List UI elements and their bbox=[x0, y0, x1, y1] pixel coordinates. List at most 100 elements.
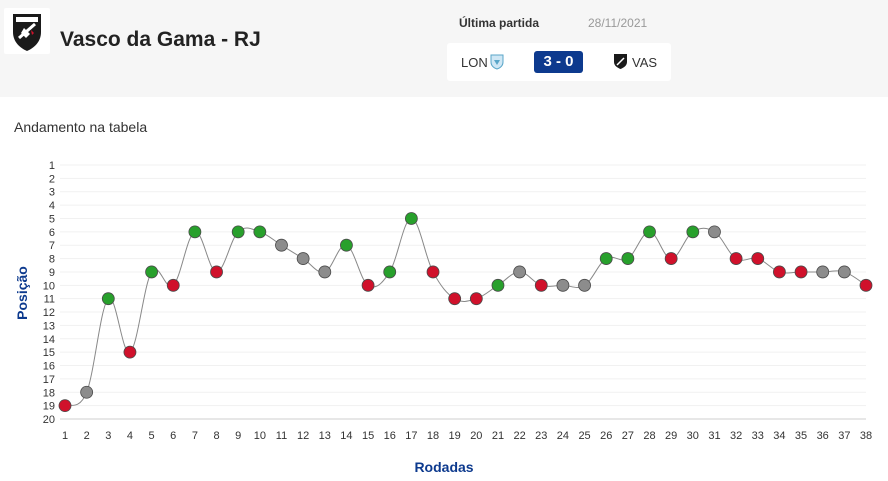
round-point[interactable] bbox=[123, 345, 137, 359]
round-point[interactable] bbox=[296, 252, 310, 265]
round-point[interactable] bbox=[556, 278, 570, 292]
x-tick-label: 18 bbox=[427, 430, 439, 442]
round-point[interactable] bbox=[491, 278, 505, 292]
round-point[interactable] bbox=[253, 225, 267, 239]
round-point[interactable] bbox=[599, 252, 613, 265]
x-tick-label: 38 bbox=[860, 430, 872, 442]
round-point[interactable] bbox=[837, 265, 851, 279]
x-tick-label: 21 bbox=[492, 430, 504, 442]
round-point[interactable] bbox=[58, 399, 72, 413]
y-tick-label: 6 bbox=[49, 227, 55, 239]
x-tick-label: 3 bbox=[105, 430, 111, 442]
last-match-date: 28/11/2021 bbox=[588, 16, 648, 30]
y-tick-label: 13 bbox=[43, 320, 55, 332]
y-tick-label: 1 bbox=[49, 160, 55, 172]
round-point[interactable] bbox=[621, 252, 635, 265]
x-tick-label: 1 bbox=[62, 430, 68, 442]
last-match-card[interactable]: LON 3 - 0 VAS bbox=[447, 43, 671, 81]
round-point[interactable] bbox=[275, 238, 288, 252]
round-point[interactable] bbox=[166, 278, 180, 292]
y-tick-label: 19 bbox=[43, 401, 55, 413]
y-tick-label: 15 bbox=[43, 347, 55, 359]
y-tick-label: 4 bbox=[49, 200, 55, 212]
round-point[interactable] bbox=[773, 265, 786, 279]
y-tick-label: 10 bbox=[43, 280, 55, 292]
round-point[interactable] bbox=[188, 225, 202, 239]
round-point[interactable] bbox=[361, 278, 375, 292]
round-point[interactable] bbox=[231, 225, 245, 239]
y-tick-label: 7 bbox=[49, 240, 55, 252]
y-tick-label: 12 bbox=[43, 307, 55, 319]
round-point[interactable] bbox=[751, 252, 765, 265]
x-tick-label: 19 bbox=[449, 430, 461, 442]
x-tick-label: 15 bbox=[362, 430, 374, 442]
round-point[interactable] bbox=[469, 292, 483, 306]
round-point[interactable] bbox=[340, 238, 353, 252]
round-point[interactable] bbox=[859, 278, 873, 292]
round-point[interactable] bbox=[448, 292, 462, 306]
round-point[interactable] bbox=[534, 278, 548, 292]
round-point[interactable] bbox=[513, 265, 527, 279]
home-team-crest-icon bbox=[490, 54, 504, 70]
round-point[interactable] bbox=[708, 225, 721, 239]
data-points bbox=[58, 212, 873, 413]
x-tick-label: 11 bbox=[276, 430, 287, 442]
x-tick-label: 10 bbox=[254, 430, 266, 442]
x-tick-label: 22 bbox=[513, 430, 525, 442]
round-point[interactable] bbox=[80, 385, 94, 399]
home-team-abbr: LON bbox=[461, 55, 488, 70]
round-point[interactable] bbox=[145, 265, 158, 279]
x-tick-label: 13 bbox=[319, 430, 331, 442]
x-tick-label: 36 bbox=[817, 430, 829, 442]
x-tick-label: 26 bbox=[600, 430, 612, 442]
page-title: Vasco da Gama - RJ bbox=[60, 28, 261, 51]
x-tick-label: 32 bbox=[730, 430, 742, 442]
round-point[interactable] bbox=[404, 212, 418, 225]
x-axis-label: Rodadas bbox=[414, 459, 473, 475]
x-tick-label: 30 bbox=[687, 430, 699, 442]
x-tick-label: 5 bbox=[149, 430, 155, 442]
x-tick-label: 24 bbox=[557, 430, 569, 442]
x-tick-label: 6 bbox=[170, 430, 176, 442]
x-tick-label: 16 bbox=[384, 430, 396, 442]
x-tick-label: 34 bbox=[773, 430, 785, 442]
team-crest-icon bbox=[4, 8, 50, 54]
round-point[interactable] bbox=[426, 265, 440, 279]
x-tick-label: 29 bbox=[665, 430, 677, 442]
round-point[interactable] bbox=[816, 265, 830, 279]
x-tick-label: 35 bbox=[795, 430, 807, 442]
y-tick-label: 9 bbox=[49, 267, 55, 279]
round-point[interactable] bbox=[578, 278, 591, 292]
x-tick-label: 25 bbox=[578, 430, 590, 442]
away-team-crest-icon bbox=[613, 53, 628, 70]
round-point[interactable] bbox=[794, 265, 808, 279]
round-point[interactable] bbox=[643, 225, 656, 239]
y-tick-label: 17 bbox=[43, 374, 55, 386]
x-tick-label: 7 bbox=[192, 430, 198, 442]
x-tick-label: 2 bbox=[84, 430, 90, 442]
round-point[interactable] bbox=[729, 252, 743, 265]
x-tick-label: 37 bbox=[838, 430, 850, 442]
round-point[interactable] bbox=[686, 225, 700, 239]
x-tick-label: 8 bbox=[213, 430, 219, 442]
x-tick-label: 33 bbox=[752, 430, 764, 442]
round-point[interactable] bbox=[383, 265, 397, 279]
last-match-label: Última partida bbox=[459, 16, 540, 30]
x-tick-label: 31 bbox=[708, 430, 720, 442]
y-tick-label: 14 bbox=[43, 334, 55, 346]
round-point[interactable] bbox=[101, 292, 115, 306]
round-point[interactable] bbox=[318, 265, 332, 279]
x-tick-label: 4 bbox=[127, 430, 133, 442]
x-tick-label: 17 bbox=[405, 430, 417, 442]
away-team-abbr: VAS bbox=[632, 55, 658, 70]
round-point[interactable] bbox=[210, 265, 223, 279]
y-tick-label: 3 bbox=[49, 187, 55, 199]
y-axis-label: Posição bbox=[14, 266, 30, 320]
match-score: 3 - 0 bbox=[534, 51, 583, 73]
x-tick-label: 20 bbox=[470, 430, 482, 442]
y-tick-label: 18 bbox=[43, 387, 55, 399]
round-point[interactable] bbox=[664, 252, 678, 265]
grid-lines bbox=[60, 164, 866, 420]
